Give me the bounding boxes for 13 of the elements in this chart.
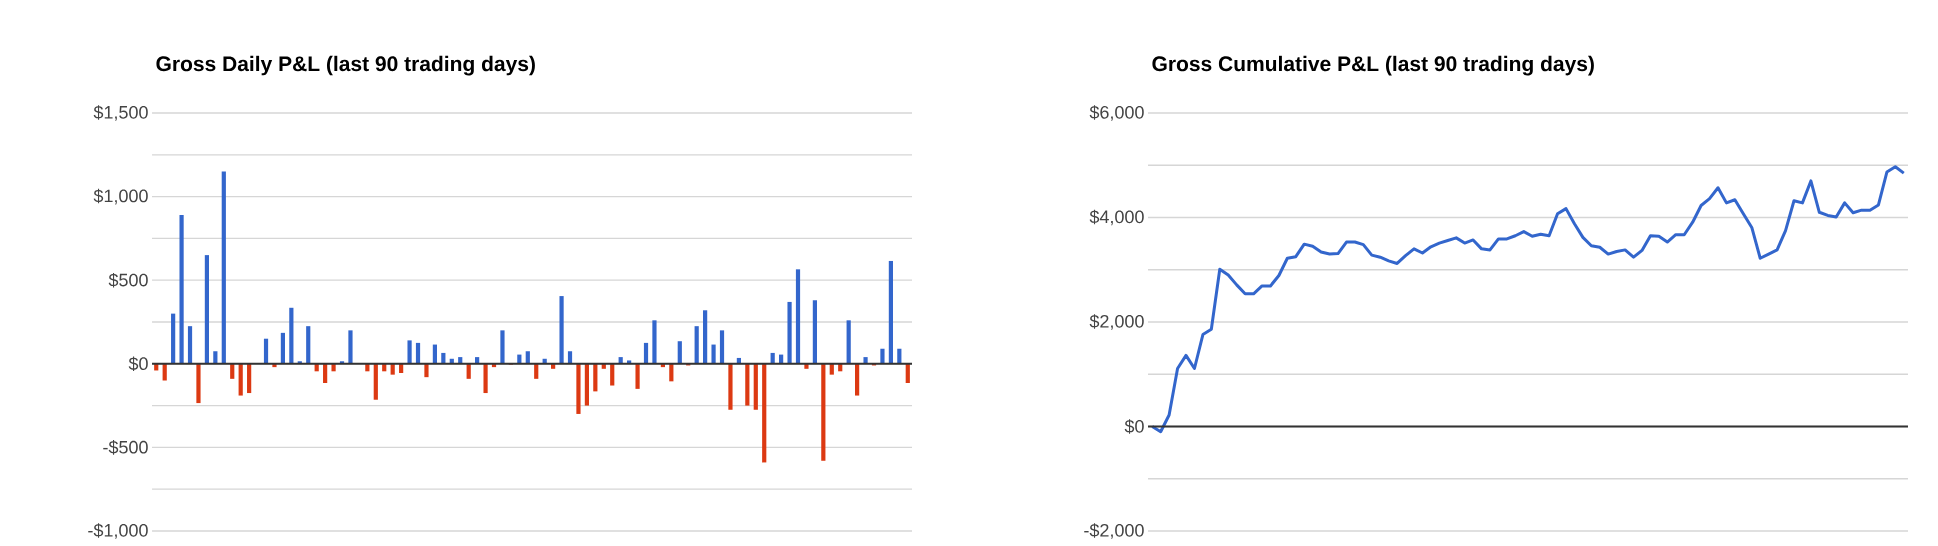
y-tick-label: $6,000 bbox=[1089, 105, 1144, 121]
y-tick-label: $2,000 bbox=[1089, 314, 1144, 330]
y-tick-label: -$1,000 bbox=[88, 523, 148, 539]
y-tick-label: $4,000 bbox=[1089, 209, 1144, 226]
chart-title: Gross Cumulative P&L (last 90 trading days) bbox=[1152, 55, 1594, 76]
chart-title: Gross Daily P&L (last 90 trading days) bbox=[156, 55, 535, 76]
y-tick-label: -$2,000 bbox=[1084, 523, 1144, 539]
y-tick-label: $1,000 bbox=[93, 188, 148, 205]
y-tick-label: $0 bbox=[128, 356, 148, 372]
y-tick-label: -$500 bbox=[103, 440, 148, 455]
y-tick-label: $0 bbox=[1124, 419, 1144, 434]
y-tick-label: $500 bbox=[108, 272, 148, 288]
y-tick-label: $1,500 bbox=[93, 105, 148, 121]
